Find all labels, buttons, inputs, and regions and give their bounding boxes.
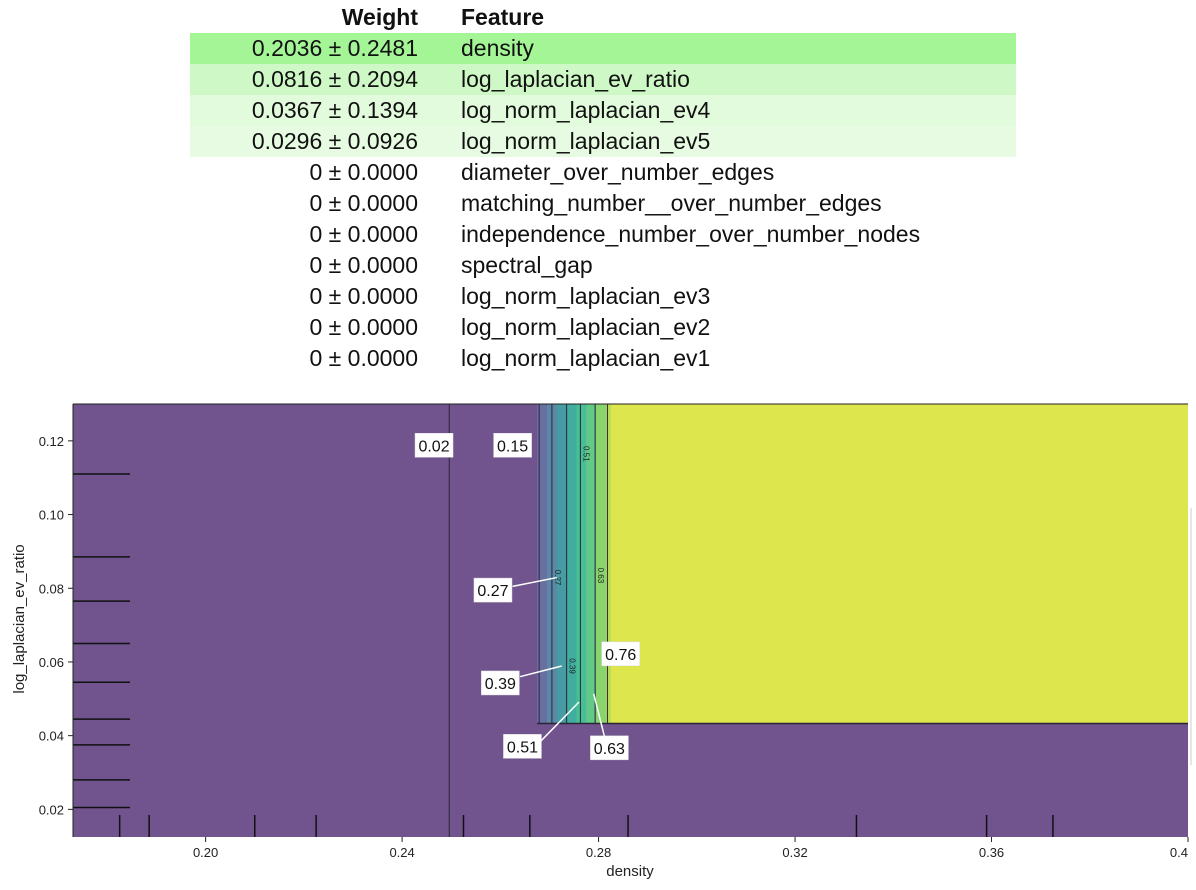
annotation-box [601,641,640,667]
table-header-row: Weight Feature [190,2,1016,33]
heatmap-band [596,404,607,724]
annotation-label: 0.63 [594,741,625,758]
weight-cell: 0 ± 0.0000 [309,283,418,309]
annotation-box [590,735,629,761]
feature-cell: diameter_over_number_edges [461,159,775,185]
annotation-label: 0.02 [418,438,449,455]
contour-inline-label: 0.51 [581,446,590,462]
annotation-box [493,433,532,458]
weight-cell: 0 ± 0.0000 [309,252,418,278]
contour-annotation: 0.02 [414,433,454,458]
weights-table: Weight Feature 0.2036 ± 0.2481 density 0.0… [190,2,1016,374]
contour-annotation: 0.15 [493,433,532,458]
annotation-label: 0.39 [485,676,516,693]
x-axis-label: density [606,863,654,880]
annotation-leader-line [539,701,580,743]
y-tick-label: 0.12 [39,434,64,449]
heatmap-band [566,404,577,724]
contour-lines: 0.27 0.39 0.51 0.63 [448,404,1188,837]
x-tick-label: 0.4 [1170,845,1188,860]
heatmap-high-region [610,404,1188,724]
annotation-leader-line [592,693,607,743]
contour-annotation: 0.39 [481,670,520,696]
weight-cell: 0 ± 0.0000 [309,159,418,185]
heatmap-band [576,404,587,724]
feature-cell: independence_number_over_number_nodes [461,221,921,247]
feature-cell: matching_number__over_number_edges [461,190,882,216]
contour-annotations: 0.02 0.15 0.27 0.39 0.51 0.63 0.76 [414,433,640,761]
x-axis-ticks: 0.20 0.24 0.28 0.32 0.36 0.4 [193,837,1189,860]
heatmap-band [537,404,548,724]
y-tick-label: 0.08 [39,581,64,596]
table-row: 0.0816 ± 0.2094 log_laplacian_ev_ratio [190,64,1016,95]
weight-cell: 0.0367 ± 0.1394 [251,97,418,123]
y-tick-label: 0.02 [39,802,64,817]
table-row: 0 ± 0.0000 independence_number_over_numbe… [190,219,1016,250]
weight-column-header: Weight [341,4,418,30]
contour-inline-label: 0.39 [568,658,577,674]
y-axis-label: log_laplacian_ev_ratio [11,544,28,693]
feature-cell: log_norm_laplacian_ev4 [461,97,711,123]
partial-dependence-plot: 0.27 0.39 0.51 0.63 0.20 0.24 0.28 0.32 0.36 0.4… [11,403,1192,880]
annotation-box [481,670,520,696]
annotation-box [414,433,454,458]
y-axis-ticks: 0.02 0.04 0.06 0.08 0.10 0.12 [39,434,73,817]
heatmap-band [556,404,568,724]
annotation-box [503,734,542,759]
table-row: 0 ± 0.0000 log_norm_laplacian_ev3 [190,281,1016,312]
table-row: 0 ± 0.0000 log_norm_laplacian_ev2 [190,312,1016,343]
feature-column-header: Feature [461,4,545,30]
feature-cell: spectral_gap [461,252,593,278]
feature-cell: log_norm_laplacian_ev3 [461,283,711,309]
contour-inline-label: 0.63 [596,568,605,584]
y-tick-label: 0.10 [39,508,64,523]
annotation-box [473,577,513,603]
table-row: 0.2036 ± 0.2481 density [190,33,1016,64]
weight-cell: 0.0296 ± 0.0926 [251,128,418,154]
weight-cell: 0 ± 0.0000 [309,221,418,247]
weight-cell: 0 ± 0.0000 [309,314,418,340]
contour-annotation: 0.27 [473,577,513,603]
annotation-leader-lines [512,576,607,743]
rug-marks [73,473,1054,837]
plot-area [73,404,1188,837]
table-row: 0.0296 ± 0.0926 log_norm_laplacian_ev5 [190,126,1016,157]
weight-cell: 0.2036 ± 0.2481 [251,35,418,61]
heatmap-band [586,404,597,724]
x-tick-label: 0.24 [389,845,414,860]
table-row: 0.0367 ± 0.1394 log_norm_laplacian_ev4 [190,95,1016,126]
y-tick-label: 0.06 [39,655,64,670]
weight-cell: 0.0816 ± 0.2094 [251,66,418,92]
table-row: 0 ± 0.0000 log_norm_laplacian_ev1 [190,343,1016,374]
y-tick-label: 0.04 [39,729,64,744]
x-tick-label: 0.32 [782,845,807,860]
weight-cell: 0 ± 0.0000 [309,190,418,216]
feature-cell: log_laplacian_ev_ratio [461,66,690,92]
table-row: 0 ± 0.0000 spectral_gap [190,250,1016,281]
contour-annotation: 0.63 [590,735,629,761]
x-tick-label: 0.20 [193,845,218,860]
weight-cell: 0 ± 0.0000 [309,345,418,371]
feature-cell: log_norm_laplacian_ev5 [461,128,711,154]
annotation-label: 0.76 [605,647,636,664]
annotation-leader-line [512,576,557,588]
feature-cell: log_norm_laplacian_ev1 [461,345,711,371]
feature-cell: density [461,35,534,61]
x-tick-label: 0.28 [586,845,611,860]
contour-inline-label: 0.27 [553,570,562,586]
x-tick-label: 0.36 [979,845,1004,860]
annotation-leader-line [519,665,562,678]
contour-annotation: 0.51 [503,734,542,759]
annotation-label: 0.27 [477,583,508,600]
table-row: 0 ± 0.0000 diameter_over_number_edges [190,157,1016,188]
table-row: 0 ± 0.0000 matching_number__over_number_e… [190,188,1016,219]
feature-cell: log_norm_laplacian_ev2 [461,314,711,340]
heatmap-band [605,404,612,724]
annotation-label: 0.51 [507,739,538,756]
plot-frame [72,403,1192,837]
annotation-label: 0.15 [497,438,528,455]
contour-annotation: 0.76 [601,641,640,667]
